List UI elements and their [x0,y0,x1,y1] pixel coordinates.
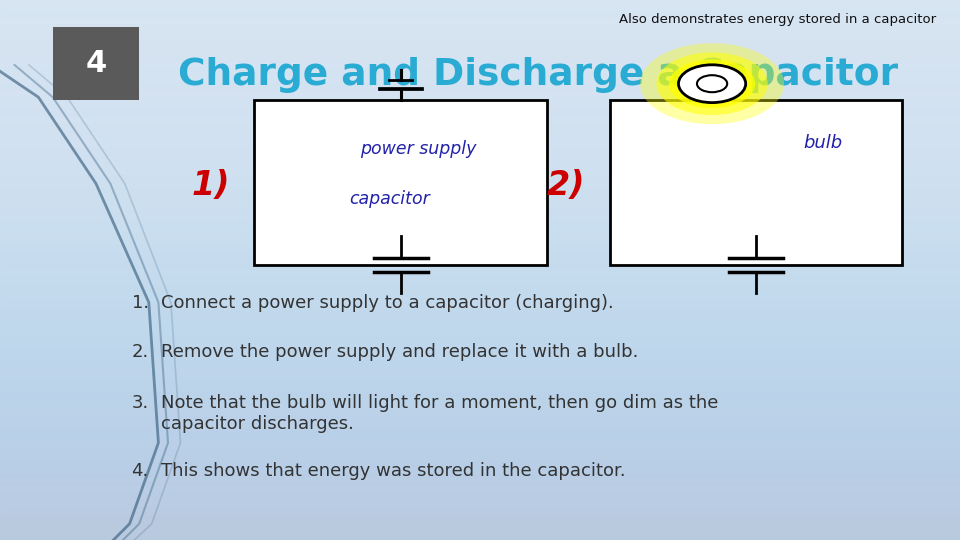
Circle shape [657,52,768,115]
Text: power supply: power supply [360,140,476,158]
Text: Charge and Discharge a Capacitor: Charge and Discharge a Capacitor [178,57,898,93]
Circle shape [679,65,746,103]
Bar [254,100,547,265]
Text: 1): 1) [192,169,230,202]
Text: Connect a power supply to a capacitor (charging).: Connect a power supply to a capacitor (c… [161,294,614,312]
Bar [610,100,902,265]
Text: 1.: 1. [132,294,149,312]
Text: 3.: 3. [132,394,149,412]
Text: 4: 4 [85,49,107,78]
Circle shape [640,43,784,124]
Text: Also demonstrates energy stored in a capacitor: Also demonstrates energy stored in a cap… [619,14,936,26]
Text: Note that the bulb will light for a moment, then go dim as the
capacitor dischar: Note that the bulb will light for a mome… [161,394,719,433]
Text: capacitor: capacitor [348,190,429,208]
Text: This shows that energy was stored in the capacitor.: This shows that energy was stored in the… [161,462,626,480]
Text: 2.: 2. [132,343,149,361]
Text: Remove the power supply and replace it with a bulb.: Remove the power supply and replace it w… [161,343,638,361]
Text: 2): 2) [547,169,586,202]
Text: 4.: 4. [132,462,149,480]
Text: bulb: bulb [804,134,843,152]
Circle shape [669,59,756,108]
Bar [53,27,139,100]
